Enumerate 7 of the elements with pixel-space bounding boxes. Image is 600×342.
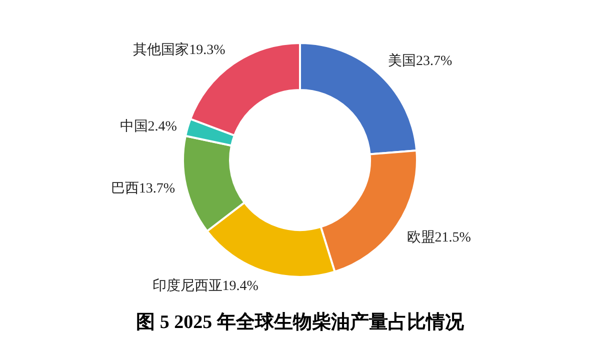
text: 图 5 2025 年全球生物柴油产量占比情况 [136, 311, 465, 333]
slice-label: 欧盟21.5% [406, 229, 472, 246]
slice-label: 巴西13.7% [110, 181, 176, 196]
slice-label: 印度尼西亚19.4% [152, 278, 259, 294]
slice-label: 中国2.4% [120, 118, 178, 134]
slice-label: 其他国家19.3% [133, 42, 226, 58]
slice-label: 美国23.7% [388, 52, 453, 69]
